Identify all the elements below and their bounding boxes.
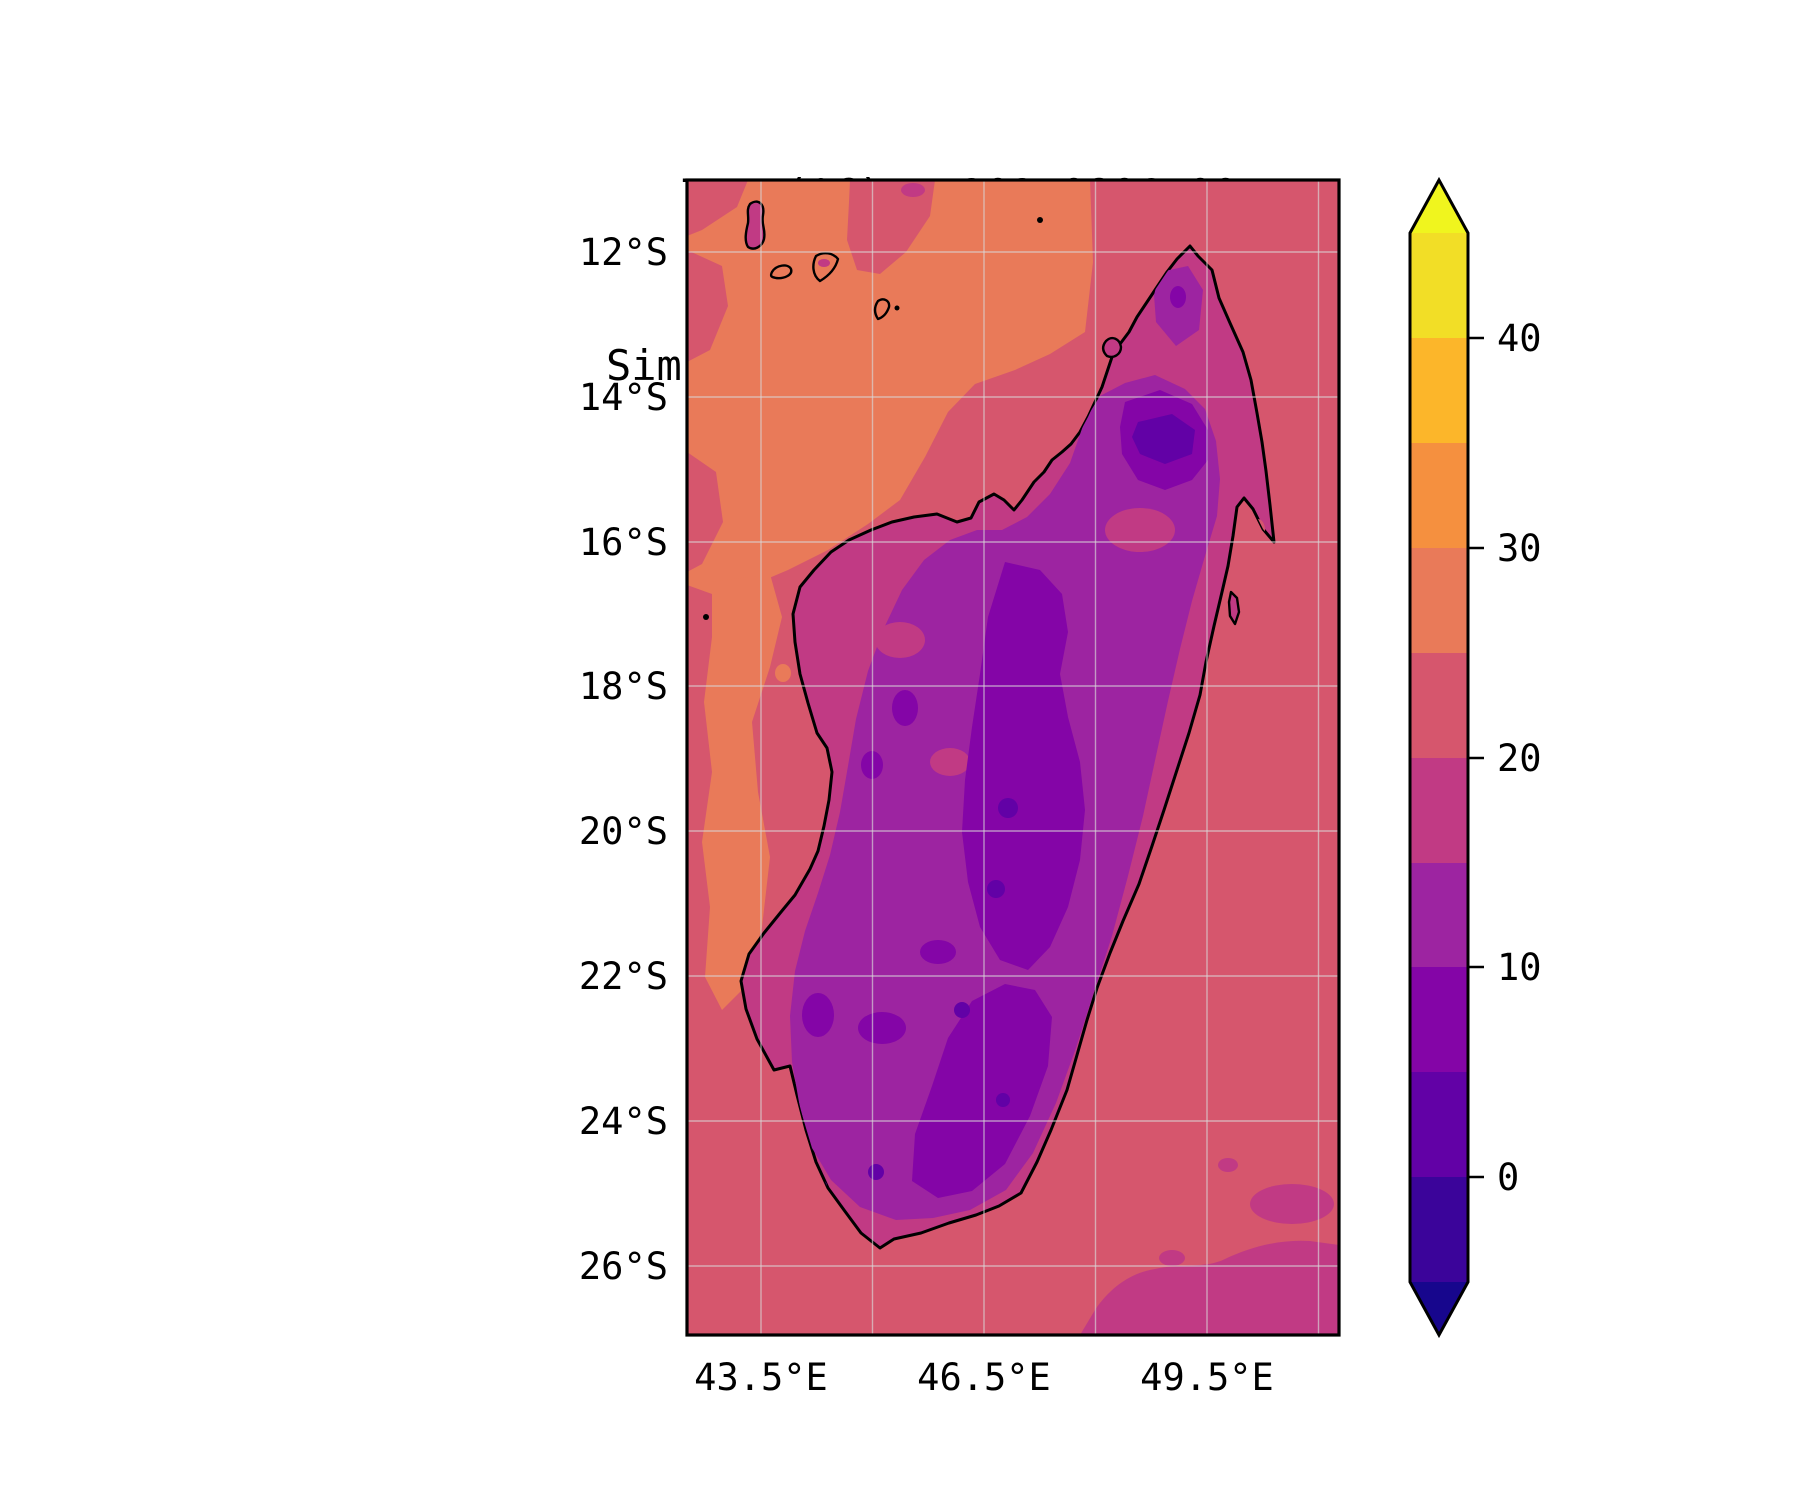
gridlines — [687, 180, 1339, 1335]
colorbar-segment-5-10 — [1410, 967, 1468, 1072]
colorbar: 40 30 20 10 0 — [1408, 176, 1542, 1339]
colorbar-segment-0-5 — [1410, 1072, 1468, 1177]
colorbar-segment-30-35 — [1410, 443, 1468, 548]
contour-patch — [930, 748, 970, 776]
ocean-patch — [1218, 1158, 1238, 1172]
colorbar-tick-label: 10 — [1497, 946, 1542, 989]
contour-patch — [1170, 286, 1186, 308]
island-mayotte — [873, 298, 891, 321]
contour-patch — [858, 1012, 906, 1044]
x-axis-labels: 43.5°E 46.5°E 49.5°E — [694, 1356, 1274, 1399]
contour-patch — [920, 940, 956, 964]
ocean-patch — [901, 183, 925, 197]
colorbar-arrow-under — [1410, 1282, 1468, 1335]
colorbar-segment-25-30 — [1410, 548, 1468, 653]
island-anjouan-highland — [818, 259, 830, 267]
colorbar-arrow-over — [1410, 180, 1468, 233]
small-islands — [703, 200, 1241, 626]
lat-tick-label: 20°S — [579, 810, 668, 853]
islet-dot — [1037, 217, 1043, 223]
colorbar-segment-15-20 — [1410, 758, 1468, 863]
islet-dot — [703, 614, 709, 620]
lat-tick-label: 12°S — [579, 231, 668, 274]
ocean-patch — [775, 664, 791, 682]
lat-tick-label: 18°S — [579, 665, 668, 708]
plot-border — [685, 178, 1341, 1337]
ocean-patch — [1250, 1184, 1334, 1224]
island-sainte-marie — [1227, 590, 1241, 626]
island-moheli — [769, 264, 793, 280]
colorbar-segment-40-45 — [1410, 233, 1468, 338]
cold-core-0-5 — [1132, 414, 1195, 464]
highlands-south-5-10 — [912, 984, 1052, 1198]
ocean-patch — [687, 180, 748, 236]
island-contours — [790, 266, 1265, 1220]
highlands-spine-5-10 — [962, 562, 1085, 970]
contour-patch — [875, 622, 925, 658]
colorbar-segment-m5-0 — [1410, 1177, 1468, 1282]
colorbar-segment-20-25 — [1410, 653, 1468, 758]
cold-core-0-5 — [996, 1093, 1010, 1107]
island-nosy-be — [1101, 336, 1123, 359]
colorbar-tick-label: 20 — [1497, 737, 1542, 780]
colorbar-segment-35-40 — [1410, 338, 1468, 443]
island-anjouan — [812, 251, 840, 283]
contour-patch — [892, 690, 918, 726]
y-axis-labels: 12°S 14°S 16°S 18°S 20°S 22°S 24°S 26°S — [579, 231, 668, 1288]
cold-core-0-5 — [868, 1164, 884, 1180]
contour-patch — [802, 993, 834, 1037]
ocean-warm-region-25-30 — [687, 180, 1093, 594]
ocean-warm-tongue-25-30 — [702, 574, 782, 1010]
ocean-patch — [847, 180, 935, 274]
islet-dot — [894, 305, 900, 311]
colorbar-tick-label: 30 — [1497, 527, 1542, 570]
ocean-cool-region-15-20 — [1080, 1240, 1339, 1335]
lon-tick-label: 49.5°E — [1140, 1356, 1274, 1399]
lon-tick-label: 46.5°E — [917, 1356, 1051, 1399]
colorbar-tick-label: 0 — [1497, 1156, 1519, 1199]
cold-core-0-5 — [998, 798, 1018, 818]
lon-tick-label: 43.5°E — [694, 1356, 828, 1399]
lat-tick-label: 26°S — [579, 1245, 668, 1288]
lat-tick-label: 24°S — [579, 1100, 668, 1143]
ocean-patch — [1159, 1250, 1185, 1266]
lat-tick-label: 14°S — [579, 376, 668, 419]
colorbar-segment-10-15 — [1410, 863, 1468, 967]
colorbar-tick-label: 40 — [1497, 317, 1542, 360]
lat-tick-label: 22°S — [579, 955, 668, 998]
ocean-contours — [687, 180, 1339, 1335]
lat-tick-label: 16°S — [579, 521, 668, 564]
island-grande-comore — [744, 200, 766, 250]
ocean-patch — [687, 250, 728, 362]
cold-core-0-5 — [954, 1002, 970, 1018]
colorbar-outline — [1408, 176, 1470, 1339]
cold-core-0-5 — [987, 880, 1005, 898]
contour-patch — [1105, 508, 1175, 552]
map-plot-area — [685, 178, 1341, 1337]
